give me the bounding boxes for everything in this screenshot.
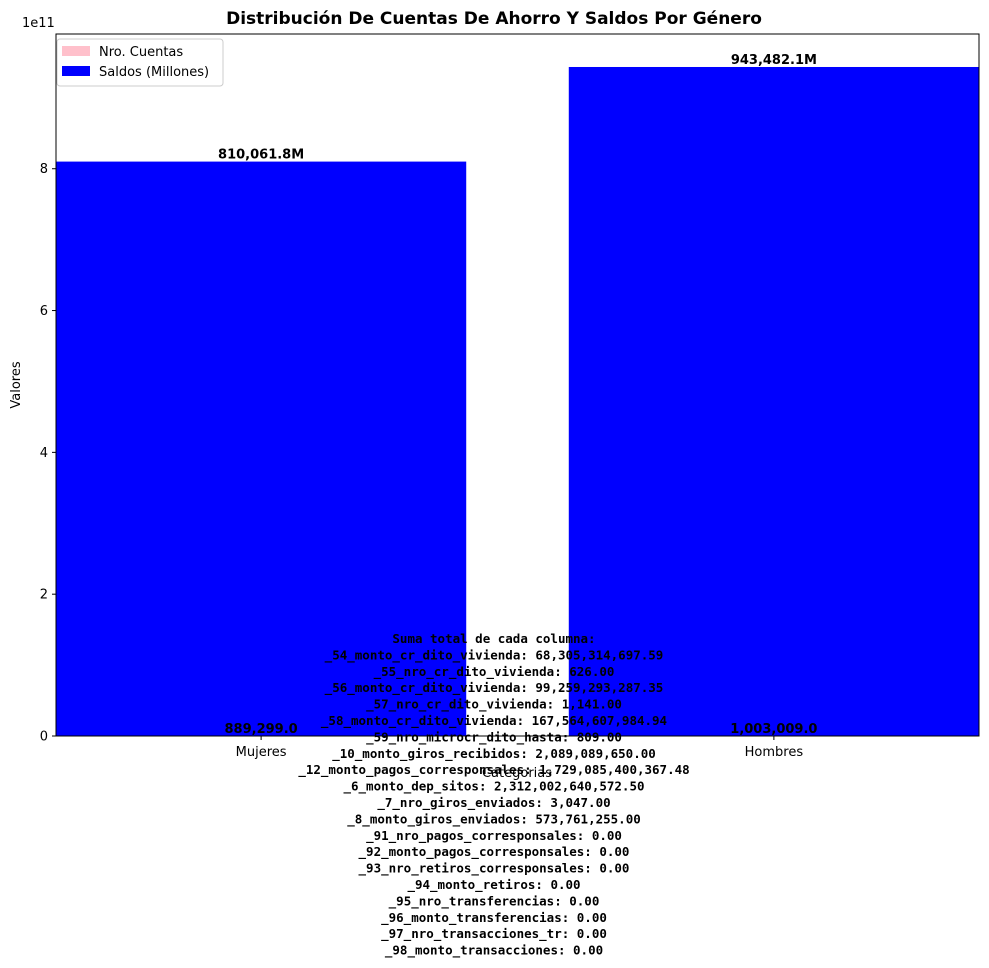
x-tick-label: Hombres bbox=[745, 745, 804, 760]
summary-line: _6_monto_dep_sitos: 2,312,002,640,572.50 bbox=[343, 779, 644, 795]
bar-hombres-series-1 bbox=[568, 66, 979, 737]
legend-swatch bbox=[62, 66, 90, 76]
data-labels-layer: 889,299.0 1,003,009.0 810,061.8M 943,482.1M bbox=[218, 53, 817, 737]
data-label-hombres-series-1: 943,482.1M bbox=[731, 53, 817, 68]
legend-box bbox=[56, 38, 224, 87]
data-label-mujeres-series-1: 810,061.8M bbox=[218, 148, 304, 163]
summary-line: _7_nro_giros_enviados: 3,047.00 bbox=[377, 795, 610, 811]
legend: Nro. Cuentas Saldos (Millones) bbox=[56, 38, 224, 87]
summary-line: Suma total de cada columna: bbox=[392, 631, 595, 646]
y-axis-label: Valores bbox=[9, 361, 24, 408]
bar-mujeres-series-1 bbox=[56, 161, 467, 737]
y-tick-label: 2 bbox=[40, 588, 48, 603]
y-tick-label: 6 bbox=[40, 304, 48, 319]
summary-line: _57_nro_cr_dito_vivienda: 1,141.00 bbox=[366, 697, 622, 713]
summary-line: _55_nro_cr_dito_vivienda: 626.00 bbox=[374, 664, 615, 680]
summary-line: _10_monto_giros_recibidos: 2,089,089,650… bbox=[332, 746, 656, 762]
summary-line: _91_nro_pagos_corresponsales: 0.00 bbox=[366, 828, 622, 844]
summary-line: _12_monto_pagos_corresponsales: 1,729,08… bbox=[298, 762, 689, 778]
y-tick-label: 4 bbox=[40, 446, 48, 461]
plot-frame bbox=[55, 33, 980, 737]
data-label-mujeres-series-0: 889,299.0 bbox=[225, 722, 298, 737]
data-label-hombres-series-0: 1,003,009.0 bbox=[730, 722, 817, 737]
x-tick-label: Mujeres bbox=[236, 745, 287, 760]
x-axis-label: Categorias bbox=[482, 766, 552, 781]
legend-label: Saldos (Millones) bbox=[99, 65, 209, 80]
y-offset-label: 1e11 bbox=[22, 16, 55, 31]
summary-line: _92_monto_pagos_corresponsales: 0.00 bbox=[359, 844, 630, 860]
legend-swatch bbox=[62, 46, 90, 56]
legend-label: Nro. Cuentas bbox=[99, 45, 183, 60]
summary-line: _97_nro_transacciones_tr: 0.00 bbox=[381, 926, 607, 942]
bars-layer bbox=[56, 66, 979, 737]
summary-line: _56_monto_cr_dito_vivienda: 99,259,293,2… bbox=[325, 680, 664, 696]
chart-title: Distribución De Cuentas De Ahorro Y Sald… bbox=[226, 9, 762, 29]
summary-line: _8_monto_giros_enviados: 573,761,255.00 bbox=[347, 811, 641, 827]
summary-line: _96_monto_transferencias: 0.00 bbox=[381, 910, 607, 926]
summary-line: _58_monto_cr_dito_vivienda: 167,564,607,… bbox=[321, 713, 667, 729]
summary-line: _94_monto_retiros: 0.00 bbox=[407, 877, 580, 893]
summary-line: _98_monto_transacciones: 0.00 bbox=[385, 943, 603, 959]
summary-line: _95_nro_transferencias: 0.00 bbox=[389, 893, 600, 909]
summary-line: _93_nro_retiros_corresponsales: 0.00 bbox=[359, 861, 630, 877]
summary-line: _59_nro_microcr_dito_hasta: 809.00 bbox=[366, 729, 622, 745]
summary-line: _54_monto_cr_dito_vivienda: 68,305,314,6… bbox=[325, 647, 664, 663]
y-axis: 0 2 4 6 8 bbox=[40, 162, 56, 745]
y-tick-label: 8 bbox=[40, 162, 48, 177]
summary-annotation: Suma total de cada columna:_54_monto_cr_… bbox=[298, 631, 689, 959]
x-axis: Mujeres Hombres bbox=[236, 736, 804, 760]
y-tick-label: 0 bbox=[40, 730, 48, 745]
